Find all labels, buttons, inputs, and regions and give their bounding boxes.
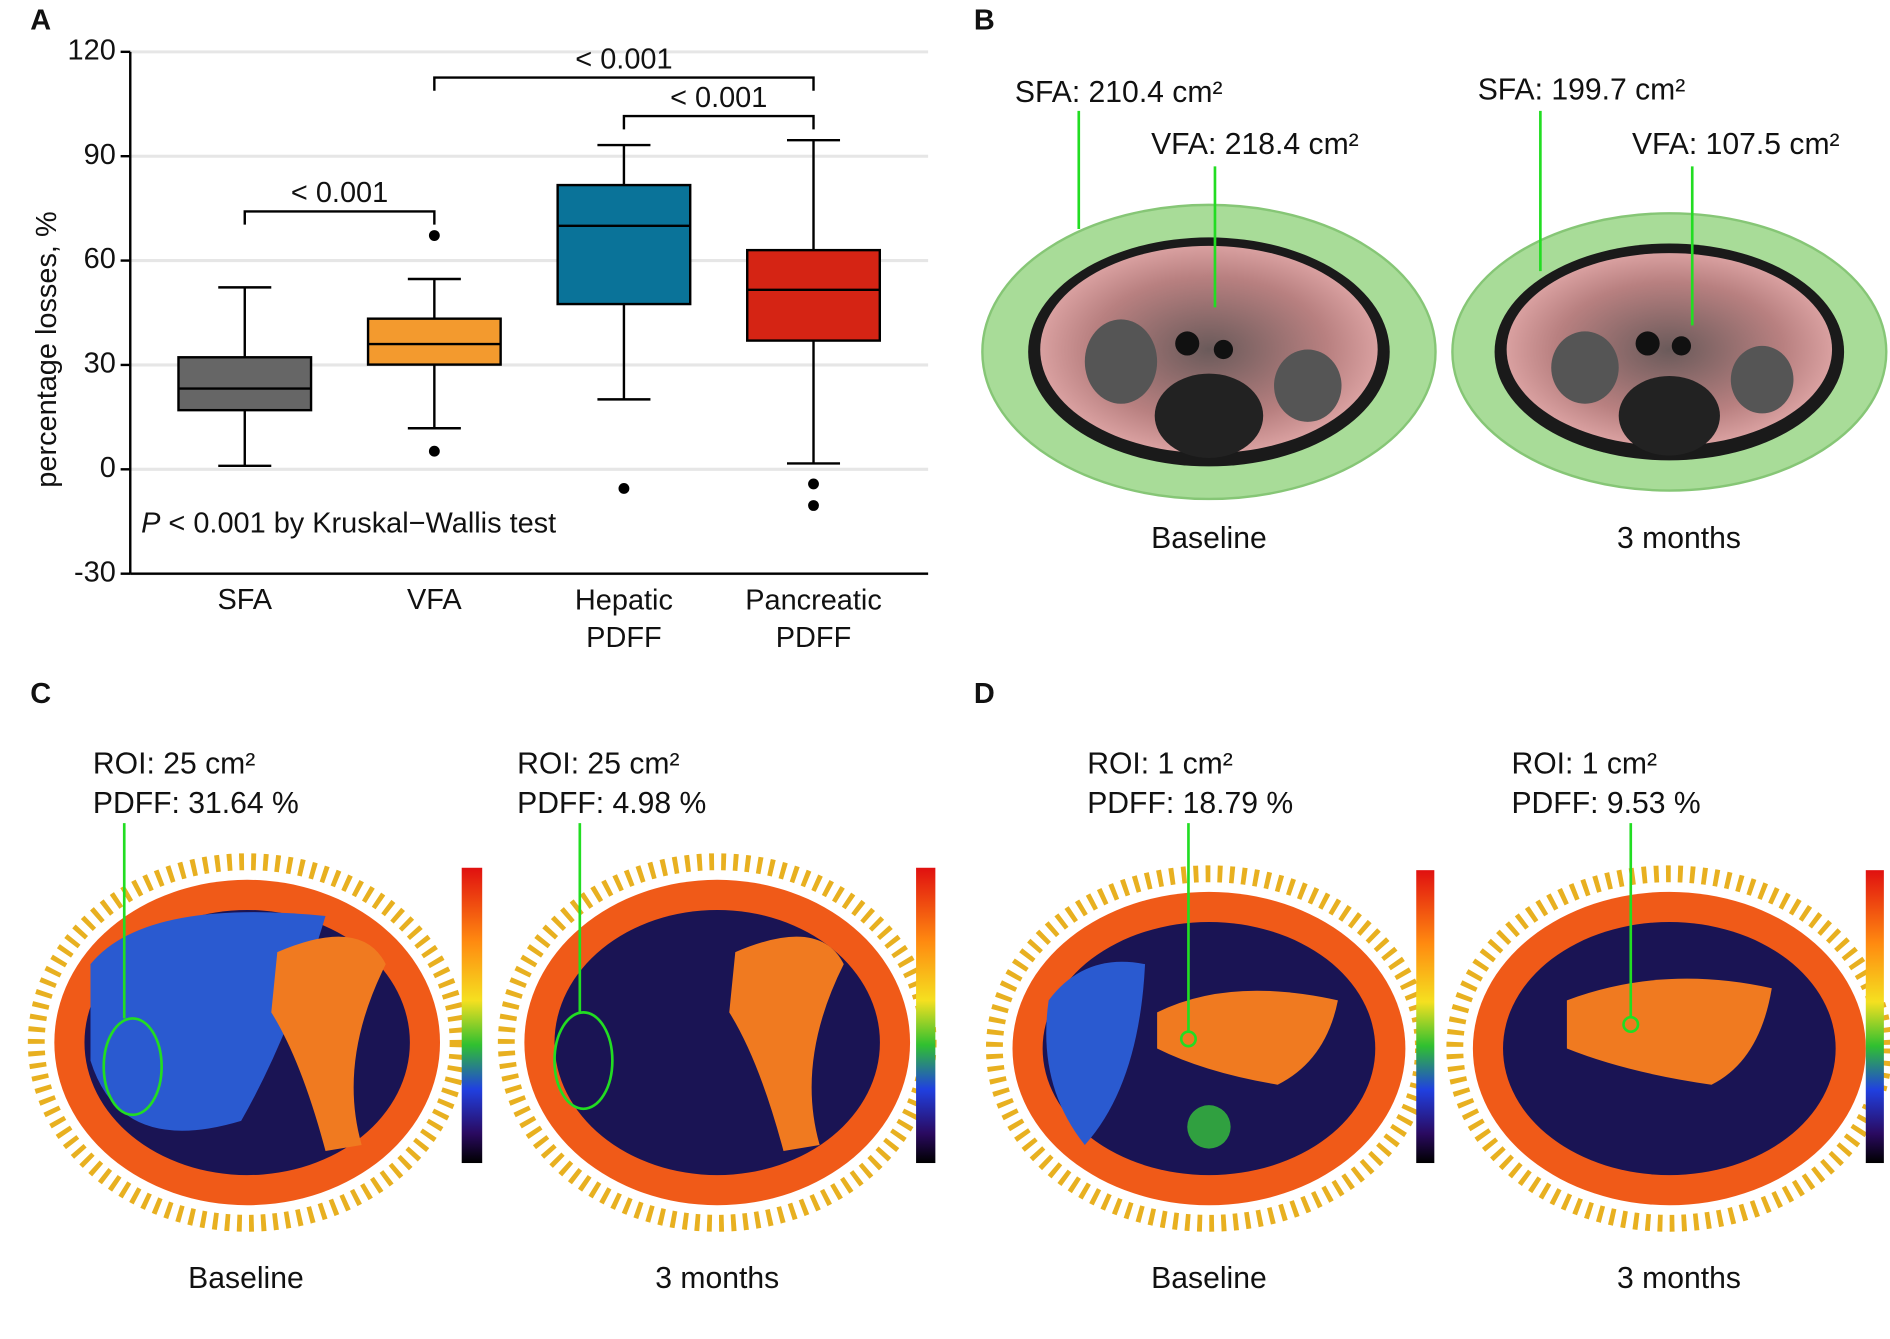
- caption: Baseline: [1151, 1262, 1267, 1295]
- mri-baseline: [981, 203, 1437, 501]
- y-tick-label: 120: [68, 34, 116, 66]
- outlier: [618, 483, 630, 494]
- pdff-map-3-months: [497, 853, 937, 1232]
- significance-label: < 0.001: [670, 82, 767, 114]
- significance-label: < 0.001: [291, 177, 388, 209]
- panel-label: C: [30, 678, 51, 710]
- significance-label: < 0.001: [575, 43, 672, 75]
- pdff-map-baseline: [27, 853, 483, 1232]
- annotation: PDFF: 18.79 %: [1087, 787, 1293, 820]
- annotation: PDFF: 9.53 %: [1511, 787, 1700, 820]
- outlier: [808, 500, 819, 511]
- significance-bracket: [622, 114, 815, 130]
- panel-label: A: [30, 4, 51, 36]
- annotation: P < 0.001 by Kruskal−Wallis test: [141, 507, 556, 539]
- annotation: SFA: 199.7 cm²: [1478, 74, 1686, 107]
- annotation: ROI: 25 cm²: [517, 747, 679, 780]
- box: [177, 356, 313, 412]
- box-plot: A percentage losses, % -30 0 30 60 90 120 P < …: [30, 4, 929, 653]
- annotation: ROI: 25 cm²: [93, 747, 255, 780]
- x-tick-label: SFA: [217, 584, 272, 616]
- roi: [102, 1017, 163, 1117]
- annotation: ROI: 1 cm²: [1087, 747, 1233, 780]
- pdff-map-baseline: [985, 865, 1435, 1232]
- x-tick-label: VFA: [407, 584, 462, 616]
- annotation: ROI: 1 cm²: [1511, 747, 1657, 780]
- caption: 3 months: [1617, 1262, 1741, 1295]
- box: [746, 248, 882, 342]
- caption: 3 months: [655, 1262, 779, 1295]
- annotation: PDFF: 31.64 %: [93, 787, 299, 820]
- caption: Baseline: [1151, 522, 1267, 555]
- significance-bracket: [243, 210, 436, 225]
- panel-label: D: [974, 678, 995, 710]
- roi: [553, 1011, 614, 1111]
- annotation: PDFF: 4.98 %: [517, 787, 706, 820]
- caption: 3 months: [1617, 522, 1741, 555]
- y-tick-label: 90: [84, 139, 116, 171]
- x-tick-label: Pancreatic PDFF: [745, 584, 882, 653]
- box: [366, 317, 502, 366]
- roi: [1179, 1030, 1198, 1048]
- significance-bracket: [433, 76, 815, 91]
- outlier: [808, 478, 819, 490]
- y-tick-label: -30: [74, 556, 116, 588]
- annotation: SFA: 210.4 cm²: [1015, 76, 1223, 109]
- y-tick-label: 60: [84, 243, 116, 275]
- outlier: [428, 445, 440, 457]
- annotation: VFA: 218.4 cm²: [1151, 128, 1359, 161]
- mri-3-months: [1451, 212, 1888, 492]
- caption: Baseline: [188, 1262, 304, 1295]
- x-tick-label: Hepatic PDFF: [575, 584, 673, 653]
- box: [556, 183, 692, 306]
- outlier: [428, 230, 440, 241]
- panel-label: B: [974, 4, 995, 36]
- y-tick-label: 0: [100, 452, 116, 484]
- y-tick-label: 30: [84, 348, 116, 380]
- y-axis-label: percentage losses, %: [31, 211, 63, 487]
- annotation: VFA: 107.5 cm²: [1632, 128, 1840, 161]
- pdff-map-3-months: [1446, 865, 1890, 1232]
